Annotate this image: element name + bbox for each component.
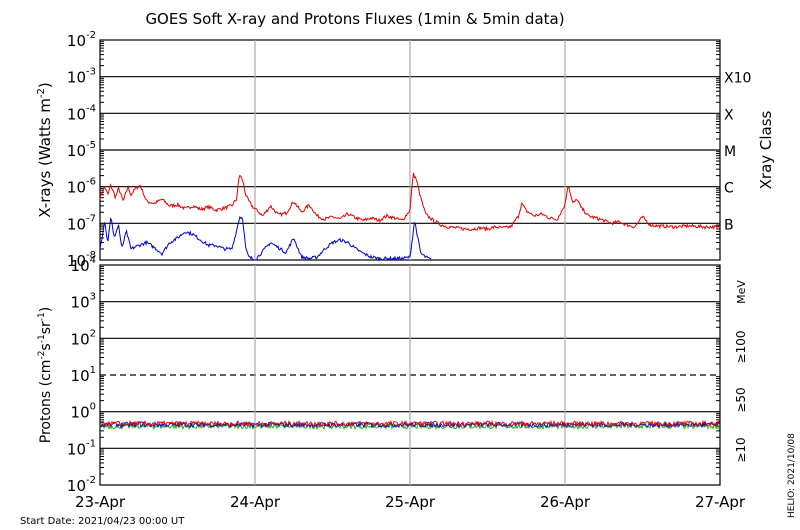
xray-y-tick-labels: 10-2 10-3 10-4 10-5 10-6 10-7 10-8 <box>67 30 96 270</box>
legend-ge10: ≥10 <box>734 437 748 462</box>
proton-y-tick-exponent: 0 <box>90 402 96 413</box>
chart-title: GOES Soft X-ray and Protons Fluxes (1min… <box>145 10 564 28</box>
proton-y-tick-label: 10-1 <box>67 438 96 458</box>
xray-class-x: X <box>724 107 734 123</box>
xray-y-tick-label: 10-4 <box>67 103 96 123</box>
xray-series-short <box>99 215 432 262</box>
xray-y-tick-exponent: -8 <box>86 250 96 261</box>
proton-day-dividers <box>254 265 566 485</box>
proton-y-tick-label: 10-2 <box>67 475 96 495</box>
xray-class-m: M <box>724 144 736 160</box>
xray-series-long <box>99 172 721 232</box>
x-axis-tick-labels: 23-Apr 24-Apr 25-Apr 26-Apr 27-Apr <box>75 493 746 511</box>
legend-ge100: ≥100 <box>734 331 748 364</box>
xray-day-dividers <box>254 40 566 260</box>
x-tick-label: 26-Apr <box>540 493 591 511</box>
xray-panel: 10-2 10-3 10-4 10-5 10-6 10-7 10-8 X10 X M C B X-r… <box>36 30 775 270</box>
xray-class-c: C <box>724 181 734 197</box>
start-date: Start Date: 2021/04/23 00:00 UT <box>20 516 185 527</box>
proton-y-tick-label: 102 <box>71 328 96 348</box>
proton-mev-label: MeV <box>735 280 748 304</box>
xray-y-tick-exponent: -7 <box>86 213 96 224</box>
xray-y-tick-exponent: -2 <box>86 30 96 41</box>
proton-y-tick-exponent: -2 <box>86 475 96 486</box>
xray-y-tick-label: 10-2 <box>67 30 96 50</box>
xray-y-tick-label: 10-8 <box>67 250 96 270</box>
x-tick-label: 27-Apr <box>695 493 746 511</box>
xray-y-tick-label: 10-3 <box>67 67 96 87</box>
proton-y-tick-label: 100 <box>71 402 96 422</box>
helio-credit: HELIO: 2021/10/08 <box>787 433 797 518</box>
proton-y-tick-exponent: 3 <box>90 292 96 303</box>
proton-y-tick-exponent: 4 <box>90 255 96 266</box>
xray-class-x10: X10 <box>724 71 751 87</box>
xray-class-b: B <box>724 217 734 233</box>
proton-series-10 <box>99 419 721 428</box>
xray-y-tick-label: 10-5 <box>67 140 96 160</box>
legend-ge50: ≥50 <box>734 387 748 412</box>
xray-y-tick-exponent: -3 <box>86 67 96 78</box>
x-tick-label: 23-Apr <box>75 493 126 511</box>
xray-y-tick-label: 10-6 <box>67 177 96 197</box>
xray-y-tick-exponent: -6 <box>86 177 96 188</box>
proton-y-tick-label: 104 <box>71 255 96 275</box>
xray-y-tick-label: 10-7 <box>67 213 96 233</box>
proton-y-tick-exponent: 1 <box>90 365 96 376</box>
proton-y-axis-label: Protons (cm-2s-1sr-1) <box>37 307 54 443</box>
proton-y-tick-label: 103 <box>71 292 96 312</box>
xray-y-axis-label: X-rays (Watts m-2) <box>36 82 54 217</box>
xray-class-labels: X10 X M C B <box>724 71 751 234</box>
xray-class-axis-label: Xray Class <box>757 110 775 189</box>
proton-y-tick-exponent: 2 <box>90 328 96 339</box>
x-tick-label: 24-Apr <box>230 493 281 511</box>
xray-y-tick-exponent: -4 <box>86 103 96 114</box>
x-tick-label: 25-Apr <box>385 493 436 511</box>
proton-series-lines <box>99 419 721 431</box>
proton-y-tick-label: 101 <box>71 365 96 385</box>
xray-y-tick-exponent: -5 <box>86 140 96 151</box>
xray-series-lines <box>99 172 721 262</box>
proton-y-tick-exponent: -1 <box>86 438 96 449</box>
